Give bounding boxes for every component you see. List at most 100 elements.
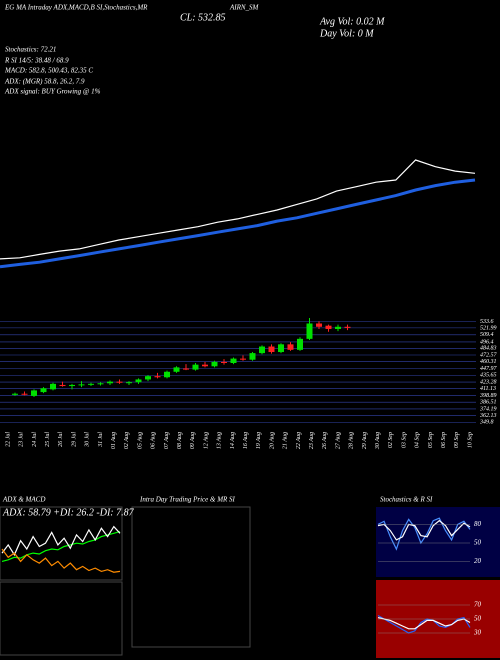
y-tick-label: 460.31 bbox=[480, 358, 497, 365]
header-line: R SI 14/5: 38.48 / 68.9 bbox=[4, 57, 69, 65]
header-line: Avg Vol: 0.02 M bbox=[319, 16, 385, 27]
y-tick-label: 80 bbox=[474, 520, 482, 528]
y-tick-label: 386.51 bbox=[479, 400, 497, 406]
x-tick-label: 26 Aug bbox=[322, 432, 328, 449]
candle-body bbox=[249, 353, 256, 360]
panel-title: Intra Day Trading Price & MR SI bbox=[139, 496, 236, 504]
panel bbox=[0, 581, 123, 656]
candle-body bbox=[221, 361, 227, 363]
x-tick-label: 23 Aug bbox=[309, 432, 315, 449]
candle-body bbox=[145, 376, 151, 380]
candle-body bbox=[325, 325, 332, 329]
x-tick-label: 09 Aug bbox=[190, 432, 196, 449]
candle-body bbox=[259, 346, 265, 354]
header-line: Day Vol: 0 M bbox=[319, 28, 374, 39]
y-tick-label: 472.57 bbox=[480, 351, 498, 358]
y-tick-label: 411.13 bbox=[480, 385, 496, 392]
candle-body bbox=[268, 346, 275, 353]
candle-body bbox=[135, 379, 142, 383]
candle-body bbox=[88, 383, 94, 385]
candle-body bbox=[97, 383, 104, 385]
candle-body bbox=[21, 393, 28, 395]
y-tick-label: 362.13 bbox=[479, 413, 497, 419]
x-tick-label: 01 Aug bbox=[111, 432, 117, 449]
y-tick-label: 435.65 bbox=[480, 372, 497, 379]
candle-body bbox=[59, 384, 66, 387]
candle-body bbox=[126, 382, 132, 384]
candle-body bbox=[31, 390, 37, 396]
y-tick-label: 521.99 bbox=[480, 325, 497, 331]
x-tick-label: 31 Jul bbox=[98, 432, 104, 448]
x-tick-label: 04 Sep bbox=[414, 432, 421, 448]
y-tick-label: 50 bbox=[474, 539, 482, 547]
y-tick-label: 349.8 bbox=[479, 419, 494, 426]
series-line bbox=[377, 617, 471, 630]
candle-body bbox=[316, 323, 322, 327]
x-tick-label: 13 Aug bbox=[217, 432, 223, 449]
x-tick-label: 30 Jul bbox=[85, 432, 91, 448]
candle-body bbox=[173, 367, 180, 372]
x-tick-label: 19 Aug bbox=[256, 432, 262, 449]
series-line bbox=[0, 178, 476, 269]
x-tick-label: 06 Aug bbox=[151, 432, 157, 449]
x-tick-label: 29 Jul bbox=[71, 432, 77, 447]
series-line bbox=[1, 548, 121, 573]
candle-body bbox=[306, 323, 313, 339]
header-line: AIRN_SM bbox=[229, 4, 260, 12]
header-line: MACD: 582.8, 500.43, 82.35 C bbox=[4, 67, 93, 75]
y-tick-label: 50 bbox=[474, 615, 482, 623]
x-tick-label: 12 Aug bbox=[203, 432, 209, 449]
candle-body bbox=[240, 358, 246, 360]
header-line: ADX: (MGR) 58.8, 26.2, 7.9 bbox=[4, 78, 85, 86]
candle-body bbox=[202, 364, 208, 367]
x-tick-label: 02 Sep bbox=[388, 432, 394, 448]
candle-body bbox=[287, 344, 294, 350]
candle-body bbox=[164, 371, 170, 378]
y-tick-label: 509.4 bbox=[480, 331, 494, 338]
candle-body bbox=[69, 384, 75, 387]
candle-body bbox=[297, 338, 303, 350]
x-tick-label: 09 Sep bbox=[454, 432, 460, 448]
y-tick-label: 423.28 bbox=[480, 378, 497, 385]
candle-body bbox=[183, 368, 189, 370]
candle-body bbox=[50, 383, 56, 390]
x-tick-label: 03 Sep bbox=[401, 432, 407, 448]
candle-body bbox=[154, 376, 161, 378]
x-tick-label: 23 Jul bbox=[19, 432, 25, 447]
x-tick-label: 14 Aug bbox=[229, 432, 236, 449]
candle-body bbox=[40, 388, 47, 393]
candle-body bbox=[107, 381, 113, 384]
y-tick-label: 374.19 bbox=[479, 405, 497, 412]
x-tick-label: 05 Sep bbox=[428, 432, 434, 448]
x-tick-label: 24 Jul bbox=[31, 432, 38, 447]
x-tick-label: 16 Aug bbox=[243, 432, 249, 449]
panel-subtitle: ADX: 58.79 +DI: 26.2 -DI: 7.87 bbox=[2, 507, 135, 518]
y-tick-label: 484.83 bbox=[480, 345, 497, 352]
header-line: CL: 532.85 bbox=[180, 12, 226, 23]
x-tick-label: 21 Aug bbox=[283, 432, 289, 449]
series-line bbox=[0, 159, 476, 260]
x-tick-label: 20 Aug bbox=[269, 432, 275, 449]
candle-body bbox=[78, 384, 85, 386]
x-tick-label: 08 Aug bbox=[177, 432, 183, 449]
y-tick-label: 398.89 bbox=[479, 393, 497, 399]
y-tick-label: 447.97 bbox=[480, 365, 498, 372]
x-tick-label: 06 Sep bbox=[441, 432, 447, 448]
header-line: Stochastics: 72.21 bbox=[5, 46, 56, 54]
panel bbox=[376, 507, 500, 577]
candle-body bbox=[278, 344, 284, 353]
candle-body bbox=[344, 326, 351, 328]
y-tick-label: 496.4 bbox=[480, 338, 494, 345]
y-tick-label: 30 bbox=[473, 629, 482, 637]
x-tick-label: 05 Aug bbox=[137, 432, 143, 449]
header-line: EG MA Intraday ADX,MACD,B SI,Stochastics… bbox=[4, 4, 148, 12]
panel-title: ADX & MACD bbox=[2, 496, 45, 504]
panel-title: Stochastics & R SI bbox=[380, 496, 433, 504]
candle-body bbox=[116, 381, 123, 383]
x-tick-label: 22 Jul bbox=[5, 432, 11, 447]
panel bbox=[131, 506, 251, 648]
candle-body bbox=[335, 326, 341, 329]
x-tick-label: 25 Jul bbox=[45, 432, 51, 447]
y-tick-label: 20 bbox=[474, 557, 482, 565]
